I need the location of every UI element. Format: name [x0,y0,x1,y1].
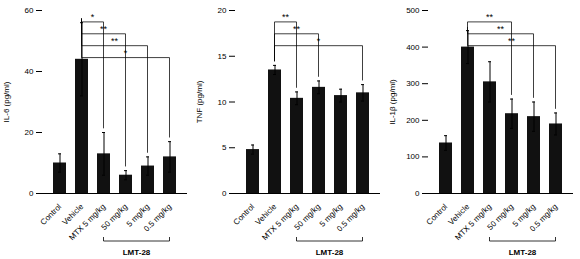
svg-text:300: 300 [406,79,420,88]
svg-text:15: 15 [218,52,227,61]
svg-text:Control: Control [232,202,257,227]
svg-text:TNF (pg/ml): TNF (pg/ml) [195,80,204,123]
svg-text:0.5 mg/kg: 0.5 mg/kg [142,202,173,233]
svg-text:20: 20 [25,128,34,137]
svg-text:*: * [91,12,95,22]
svg-text:200: 200 [406,116,420,125]
svg-text:5 mg/kg: 5 mg/kg [317,202,345,229]
svg-text:Control: Control [39,202,64,227]
svg-text:5 mg/kg: 5 mg/kg [510,202,538,229]
svg-text:**: ** [497,24,505,34]
svg-text:0: 0 [222,189,227,198]
svg-text:**: ** [100,24,108,34]
svg-text:20: 20 [218,6,227,15]
svg-text:**: ** [111,36,119,46]
svg-text:MTX 5 mg/kg: MTX 5 mg/kg [453,202,493,242]
svg-text:*: * [124,48,128,58]
svg-text:IL-1β (pg/ml): IL-1β (pg/ml) [388,79,397,125]
svg-text:0.5 mg/kg: 0.5 mg/kg [335,202,366,233]
svg-text:50 mg/kg: 50 mg/kg [486,202,516,232]
svg-text:**: ** [282,12,290,22]
svg-text:0.5 mg/kg: 0.5 mg/kg [528,202,559,233]
svg-text:LMT-28: LMT-28 [509,248,537,257]
svg-text:50 mg/kg: 50 mg/kg [100,202,130,232]
svg-text:MTX 5 mg/kg: MTX 5 mg/kg [67,202,107,242]
svg-text:Control: Control [425,202,450,227]
svg-text:**: ** [486,12,494,22]
svg-text:IL-6 (pg/ml): IL-6 (pg/ml) [2,81,11,122]
svg-text:5: 5 [222,143,227,152]
svg-text:5 mg/kg: 5 mg/kg [124,202,152,229]
svg-text:50 mg/kg: 50 mg/kg [293,202,323,232]
svg-text:500: 500 [406,6,420,15]
svg-text:Vehicle: Vehicle [253,202,279,227]
svg-text:*: * [317,36,321,46]
svg-text:**: ** [293,24,301,34]
svg-text:10: 10 [218,98,227,107]
svg-text:**: ** [508,36,516,46]
svg-text:Vehicle: Vehicle [60,202,86,227]
svg-text:40: 40 [25,67,34,76]
svg-text:100: 100 [406,152,420,161]
svg-text:Vehicle: Vehicle [446,202,472,227]
svg-text:LMT-28: LMT-28 [316,248,344,257]
svg-text:0: 0 [29,189,34,198]
svg-text:LMT-28: LMT-28 [123,248,151,257]
svg-text:400: 400 [406,43,420,52]
svg-text:0: 0 [415,189,420,198]
svg-text:60: 60 [25,6,34,15]
svg-text:MTX 5 mg/kg: MTX 5 mg/kg [260,202,300,242]
